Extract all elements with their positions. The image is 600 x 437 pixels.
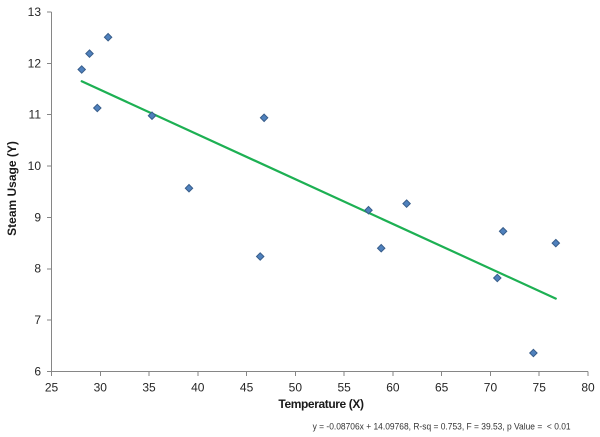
svg-text:10: 10	[28, 159, 42, 173]
svg-text:60: 60	[386, 381, 400, 395]
svg-text:8: 8	[34, 262, 41, 276]
svg-text:9: 9	[34, 210, 41, 224]
svg-text:13: 13	[28, 5, 42, 19]
svg-text:70: 70	[484, 381, 498, 395]
svg-text:30: 30	[94, 381, 108, 395]
svg-text:80: 80	[581, 381, 595, 395]
svg-text:35: 35	[142, 381, 156, 395]
svg-text:65: 65	[435, 381, 449, 395]
svg-text:50: 50	[289, 381, 303, 395]
svg-text:55: 55	[337, 381, 351, 395]
svg-text:25: 25	[45, 381, 59, 395]
svg-text:12: 12	[28, 56, 42, 70]
svg-text:40: 40	[191, 381, 205, 395]
svg-text:Steam Usage (Y): Steam Usage (Y)	[5, 141, 19, 236]
svg-text:11: 11	[29, 108, 42, 122]
svg-text:45: 45	[240, 381, 254, 395]
svg-text:y = -0.08706x + 14.09768, R-sq: y = -0.08706x + 14.09768, R-sq = 0.753, …	[313, 422, 571, 432]
svg-text:75: 75	[533, 381, 547, 395]
svg-text:7: 7	[34, 313, 41, 327]
svg-text:6: 6	[34, 364, 41, 378]
svg-text:Temperature (X): Temperature (X)	[278, 397, 364, 411]
